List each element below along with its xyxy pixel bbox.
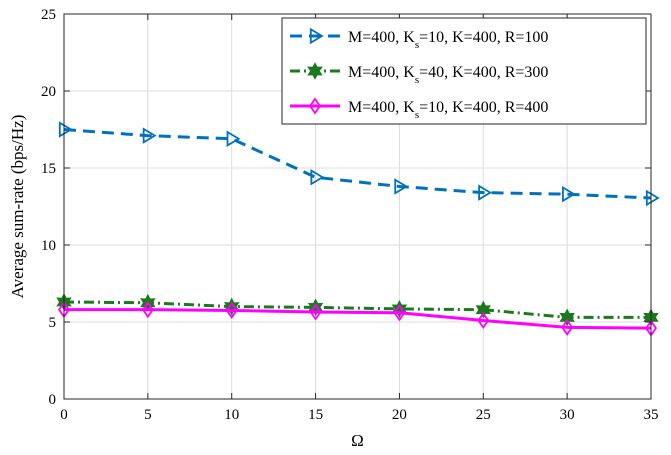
series-1-point <box>142 127 157 144</box>
series-1-point <box>645 189 660 207</box>
legend-label-1: M=400, Ks=10, K=400, R=100 <box>348 29 548 51</box>
series-1-point <box>562 185 576 203</box>
series-3-point <box>141 301 154 319</box>
y-tick-label: 15 <box>41 161 56 177</box>
x-tick-label: 30 <box>560 407 575 423</box>
legend: M=400, Ks=10, K=400, R=100 M=400, Ks=40, … <box>281 17 647 125</box>
series-3-point <box>393 304 406 322</box>
y-axis-title: Average sum-rate (bps/Hz) <box>8 115 27 299</box>
x-tick-label: 0 <box>60 407 68 423</box>
series-1-point <box>478 184 493 201</box>
x-tick-label: 5 <box>144 407 152 423</box>
series-2-point <box>559 308 575 327</box>
x-tick-label: 15 <box>308 407 323 423</box>
y-tick-label: 10 <box>41 238 56 254</box>
x-tick-label: 10 <box>224 407 239 423</box>
series-3-line <box>64 308 652 330</box>
series-1-point <box>226 130 241 147</box>
series-3-point <box>225 301 238 320</box>
series-1-point <box>394 178 409 195</box>
legend-marker-1 <box>309 27 324 45</box>
series-3-point <box>309 303 322 321</box>
legend-label-2: M=400, Ks=40, K=400, R=300 <box>348 64 548 86</box>
series-2-point <box>391 299 408 318</box>
x-tick-label: 35 <box>644 407 659 423</box>
legend-marker-2 <box>307 62 323 80</box>
legend-box <box>281 17 647 125</box>
x-axis-title: Ω <box>351 431 364 450</box>
series-2-point <box>307 298 324 317</box>
series-1-point <box>58 121 73 138</box>
series-layer <box>56 121 660 337</box>
legend-label-3: M=400, Ks=10, K=400, R=400 <box>348 99 548 121</box>
series-3-point <box>477 311 490 330</box>
y-tick-label: 0 <box>49 392 57 408</box>
series-1-line <box>63 128 652 200</box>
x-tick-label: 20 <box>392 407 407 423</box>
series-2-point <box>475 300 492 319</box>
series-1 <box>58 121 660 207</box>
series-3-point <box>561 318 574 336</box>
legend-marker-3 <box>309 97 321 115</box>
y-tick-label: 5 <box>49 315 57 331</box>
series-1-point <box>310 169 325 186</box>
y-tick-label: 20 <box>41 84 56 100</box>
axis-ticks: 0 5 10 15 20 25 30 35 0 5 10 15 20 25 <box>41 7 659 423</box>
x-tick-label: 25 <box>476 407 491 423</box>
plot-frame <box>63 13 652 400</box>
series-2-line <box>63 300 651 319</box>
series-2-point <box>223 297 240 316</box>
y-tick-label: 25 <box>41 7 56 23</box>
